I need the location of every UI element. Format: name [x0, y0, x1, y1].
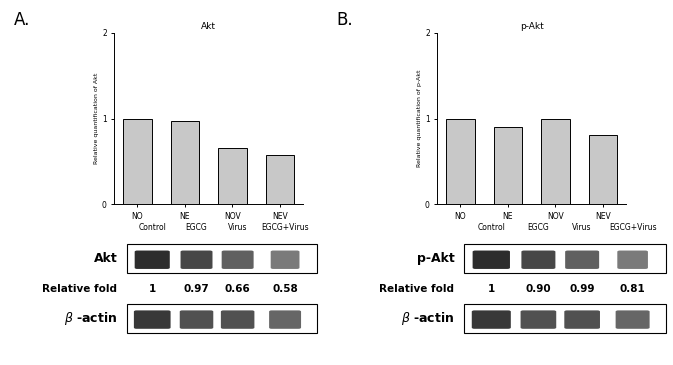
Text: EGCG: EGCG	[528, 223, 549, 233]
Text: Control: Control	[138, 223, 166, 233]
Text: 0.66: 0.66	[225, 284, 250, 294]
Text: 0.81: 0.81	[620, 284, 645, 294]
Title: Akt: Akt	[201, 22, 216, 31]
Text: Relative fold: Relative fold	[380, 284, 454, 294]
Y-axis label: Relative quantification of p-Akt: Relative quantification of p-Akt	[417, 70, 422, 168]
Text: 0.90: 0.90	[526, 284, 551, 294]
Bar	[127, 304, 317, 333]
Y-axis label: Relative quantification of Akt: Relative quantification of Akt	[94, 73, 99, 164]
Text: EGCG+Virus: EGCG+Virus	[609, 223, 656, 233]
FancyBboxPatch shape	[134, 310, 170, 329]
Text: B.: B.	[336, 11, 353, 29]
Text: Virus: Virus	[228, 223, 248, 233]
Text: $\beta$ -actin: $\beta$ -actin	[64, 310, 117, 327]
Title: p-Akt: p-Akt	[520, 22, 544, 31]
Text: 1: 1	[488, 284, 495, 294]
Text: $\beta$ -actin: $\beta$ -actin	[400, 310, 454, 327]
Text: Relative fold: Relative fold	[42, 284, 117, 294]
FancyBboxPatch shape	[269, 310, 301, 329]
FancyBboxPatch shape	[221, 310, 254, 329]
Bar	[446, 119, 474, 204]
Text: Akt: Akt	[94, 252, 117, 265]
FancyBboxPatch shape	[617, 250, 648, 269]
FancyBboxPatch shape	[221, 250, 254, 269]
FancyBboxPatch shape	[520, 310, 556, 329]
Text: A.: A.	[13, 11, 30, 29]
Text: 0.58: 0.58	[272, 284, 298, 294]
Bar	[127, 244, 317, 273]
FancyBboxPatch shape	[565, 250, 599, 269]
Bar	[218, 148, 247, 204]
Text: 0.97: 0.97	[184, 284, 209, 294]
Bar	[589, 135, 617, 204]
Text: EGCG+Virus: EGCG+Virus	[261, 223, 309, 233]
Text: Virus: Virus	[573, 223, 592, 233]
Bar	[266, 155, 294, 204]
Text: 1: 1	[149, 284, 156, 294]
FancyBboxPatch shape	[135, 250, 170, 269]
FancyBboxPatch shape	[180, 310, 213, 329]
FancyBboxPatch shape	[564, 310, 600, 329]
FancyBboxPatch shape	[616, 310, 649, 329]
Bar	[464, 304, 666, 333]
Bar	[123, 119, 151, 204]
Text: 0.99: 0.99	[569, 284, 595, 294]
Bar	[493, 127, 522, 204]
FancyBboxPatch shape	[271, 250, 299, 269]
Text: EGCG: EGCG	[186, 223, 207, 233]
Bar	[170, 121, 199, 204]
FancyBboxPatch shape	[522, 250, 555, 269]
Bar	[541, 119, 570, 204]
FancyBboxPatch shape	[472, 250, 510, 269]
FancyBboxPatch shape	[472, 310, 511, 329]
Text: p-Akt: p-Akt	[417, 252, 454, 265]
Bar	[464, 244, 666, 273]
FancyBboxPatch shape	[180, 250, 213, 269]
Text: Control: Control	[477, 223, 505, 233]
